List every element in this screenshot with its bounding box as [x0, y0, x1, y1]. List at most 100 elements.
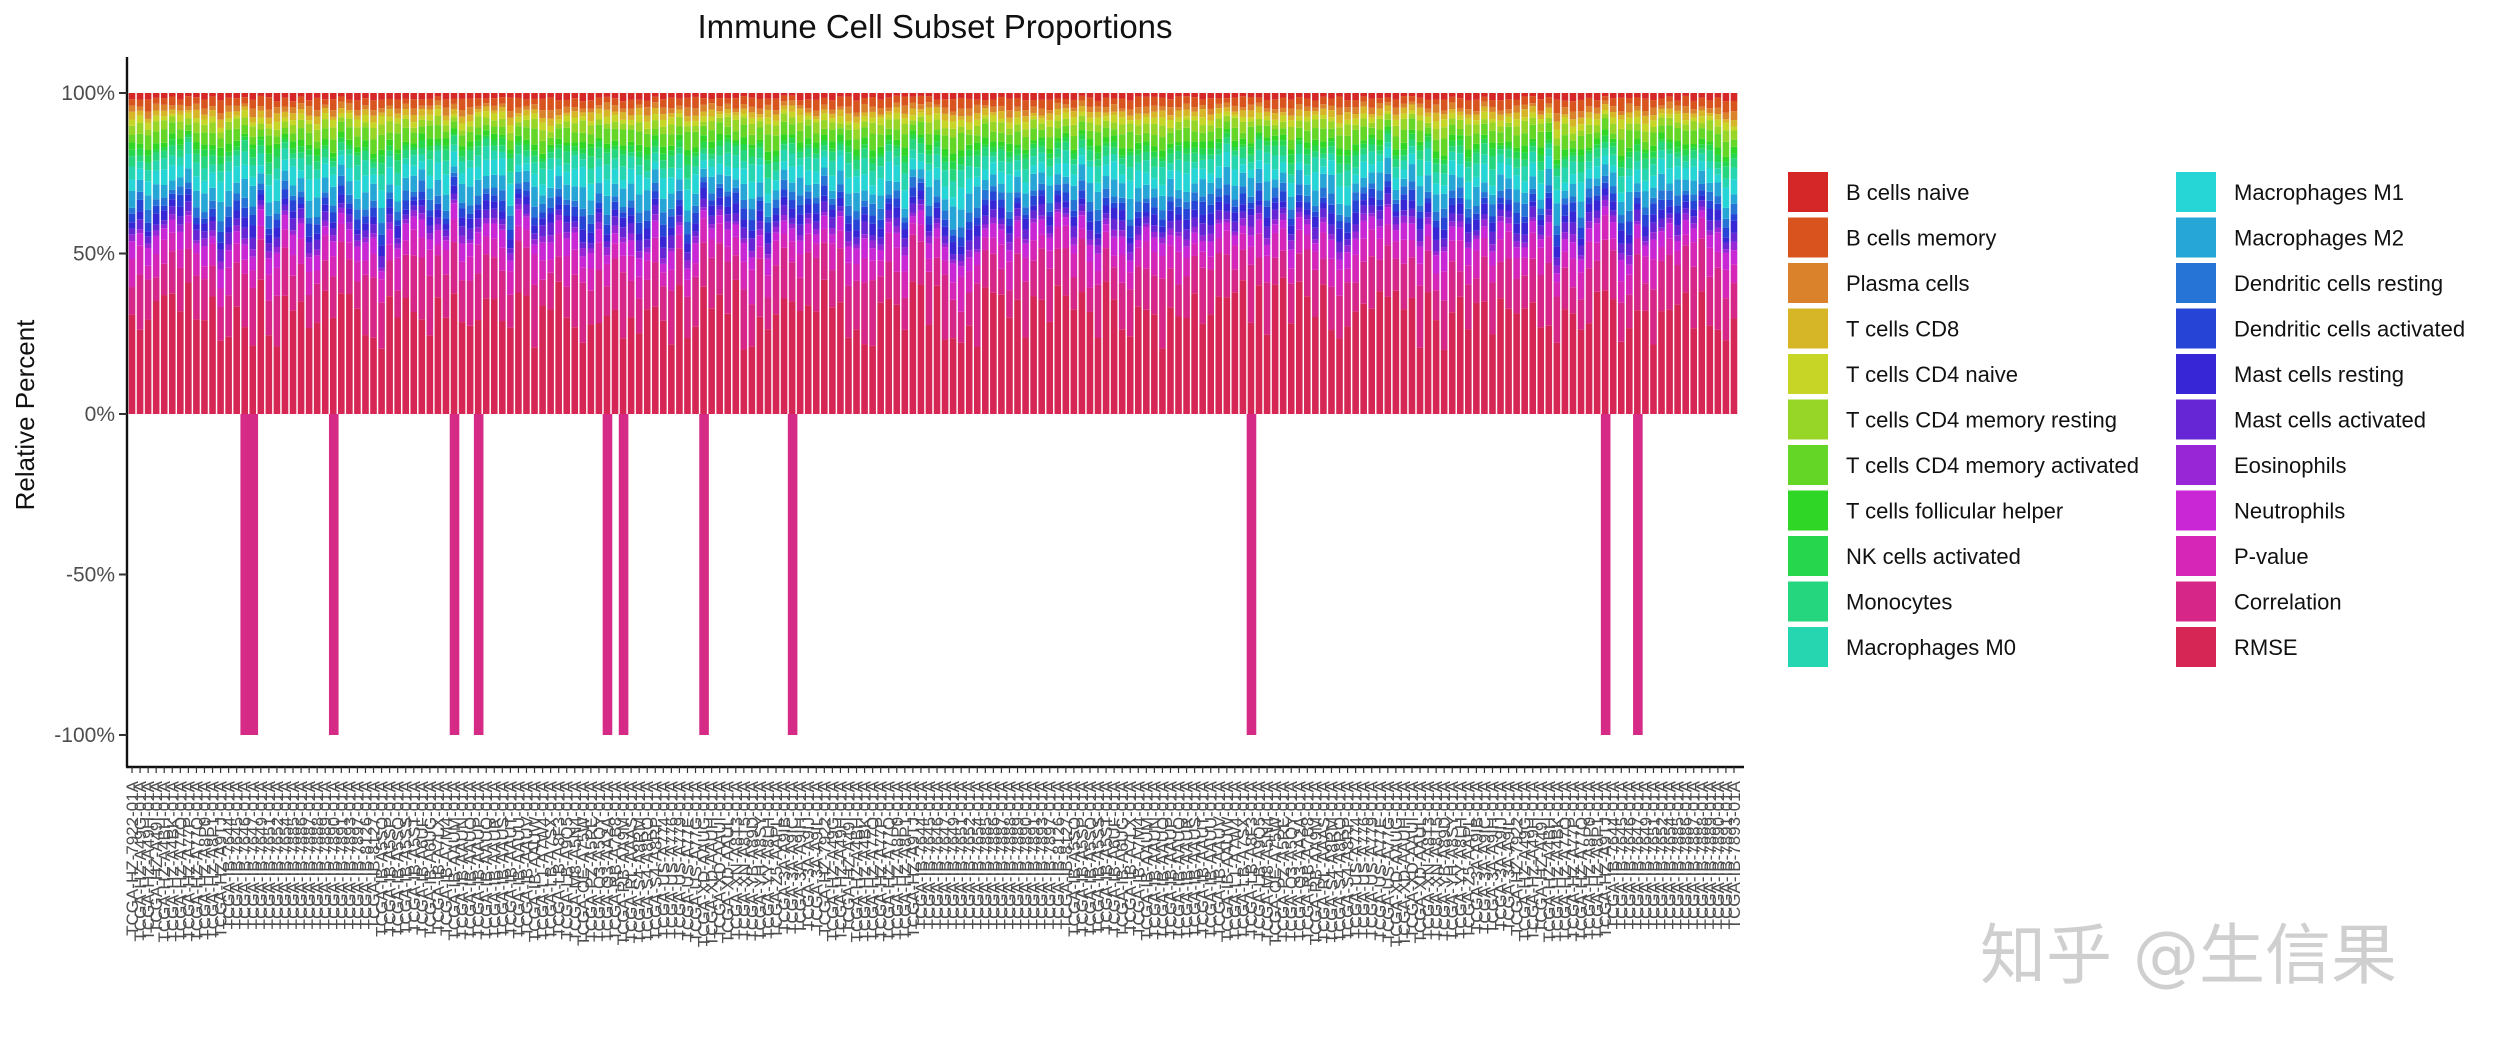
bar-segment	[321, 260, 329, 291]
x-tick-label: TCGA-S4-A8RP-01A	[646, 780, 665, 940]
bar-segment	[1312, 114, 1319, 120]
bar-segment	[1143, 268, 1150, 310]
bar-segment	[418, 180, 426, 192]
bar-segment	[338, 155, 345, 165]
bar-segment	[281, 210, 289, 215]
bar-segment	[829, 151, 836, 161]
bar-segment	[1682, 95, 1689, 107]
bar-segment	[1666, 213, 1673, 219]
bar-segment	[1038, 299, 1045, 414]
bar-segment	[1223, 230, 1231, 255]
bar-segment	[1674, 179, 1681, 196]
bar-segment	[1698, 148, 1706, 154]
bar-segment	[1642, 158, 1649, 169]
bar-segment	[1384, 207, 1392, 225]
bar-segment	[1078, 121, 1086, 131]
bar-segment	[1159, 348, 1166, 414]
bar-segment	[547, 259, 554, 273]
bar-segment	[1143, 241, 1150, 269]
bar-segment	[1456, 145, 1464, 154]
bar-segment	[1078, 95, 1086, 101]
bar-segment	[313, 161, 321, 170]
bar-segment	[1537, 234, 1545, 240]
bar-segment	[539, 168, 546, 185]
bar-segment	[700, 242, 707, 287]
bar-segment	[1175, 220, 1182, 233]
bar-segment	[450, 128, 458, 133]
bar-segment	[1553, 257, 1561, 266]
bar-segment	[821, 157, 828, 168]
bar-segment	[579, 116, 587, 121]
bar-segment	[1360, 220, 1367, 239]
bar-segment	[507, 327, 514, 414]
bar-segment	[829, 198, 836, 205]
bar-segment	[1199, 323, 1206, 414]
bar-segment	[1046, 237, 1054, 251]
bar-segment	[563, 232, 571, 239]
bar-segment	[547, 132, 554, 138]
bar-segment	[619, 212, 627, 218]
bar-segment	[1022, 122, 1029, 130]
bar-segment	[458, 202, 466, 209]
bar-segment	[241, 244, 249, 260]
sample-bar	[1465, 93, 1472, 414]
sample-bar	[990, 93, 997, 414]
bar-segment	[1505, 199, 1512, 205]
bar-segment	[1344, 326, 1351, 414]
bar-segment	[1151, 207, 1158, 215]
bar-segment	[1537, 93, 1545, 100]
bar-segment	[281, 170, 289, 181]
bar-segment	[160, 169, 168, 185]
bar-segment	[1022, 137, 1029, 150]
bar-segment	[1561, 215, 1569, 223]
bar-segment	[474, 93, 482, 99]
bar-segment	[1609, 106, 1617, 113]
bar-segment	[225, 118, 232, 122]
bar-segment	[845, 205, 852, 216]
bar-segment	[1481, 96, 1488, 102]
bar-segment	[1408, 297, 1416, 414]
bar-segment	[402, 219, 410, 224]
bar-segment	[1666, 238, 1673, 255]
bar-segment	[957, 97, 965, 109]
bar-segment	[660, 160, 667, 169]
bar-segment	[1481, 256, 1488, 302]
bar-segment	[965, 98, 973, 109]
bar-segment	[748, 112, 756, 118]
bar-segment	[1368, 117, 1376, 123]
bar-segment	[804, 204, 812, 214]
bar-segment	[1465, 329, 1472, 414]
bar-segment	[804, 108, 812, 113]
sample-bar	[338, 93, 345, 414]
bar-segment	[338, 96, 345, 102]
sample-bar	[740, 93, 748, 414]
bar-segment	[1489, 106, 1496, 112]
bar-segment	[716, 209, 723, 216]
bar-segment	[499, 145, 506, 152]
bar-segment	[370, 224, 377, 234]
bar-segment	[217, 163, 224, 172]
bar-segment	[1239, 107, 1247, 111]
bar-segment	[982, 144, 989, 148]
bar-segment	[1336, 93, 1343, 97]
bar-segment	[418, 115, 426, 120]
bar-segment	[1545, 168, 1553, 186]
bar-segment	[297, 178, 305, 192]
bar-segment	[378, 234, 385, 246]
bar-segment	[1175, 232, 1182, 237]
bar-segment	[313, 197, 321, 218]
bar-segment	[1287, 174, 1295, 184]
bar-segment	[1030, 93, 1037, 101]
bar-segment	[1626, 210, 1633, 222]
bar-segment	[1706, 230, 1714, 236]
bar-segment	[788, 95, 796, 101]
bar-segment	[957, 266, 965, 277]
bar-segment	[579, 256, 587, 268]
bar-segment	[217, 138, 224, 148]
bar-segment	[1191, 147, 1198, 153]
bar-segment	[1465, 109, 1472, 115]
bar-segment	[482, 223, 490, 237]
bar-segment	[957, 276, 965, 312]
bar-segment	[1585, 117, 1593, 125]
bar-segment	[1287, 163, 1295, 175]
